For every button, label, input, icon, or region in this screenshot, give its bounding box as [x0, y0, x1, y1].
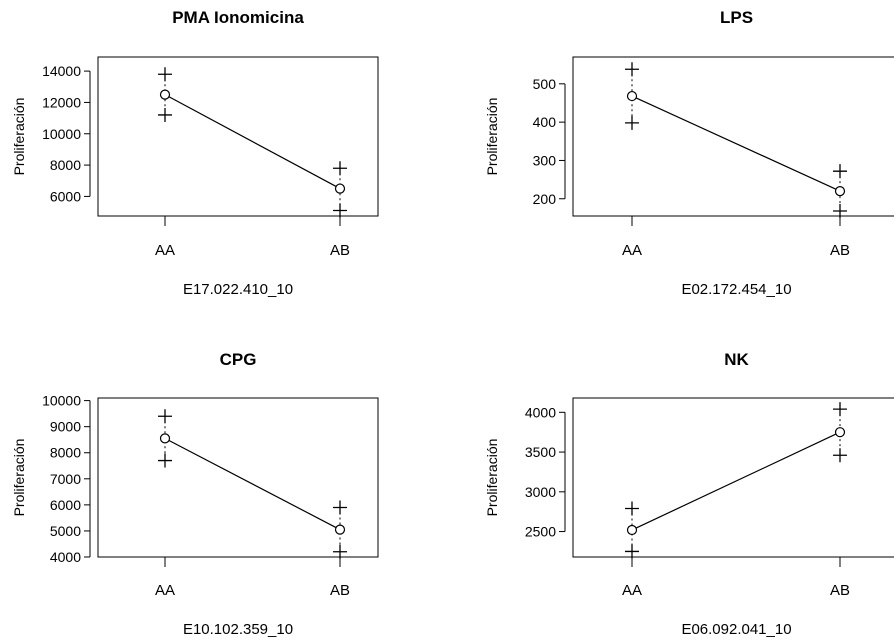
mean-point: [159, 433, 171, 444]
y-tick-label: 10000: [42, 393, 81, 409]
lower-point: [158, 107, 172, 122]
panel-title: NK: [724, 350, 749, 369]
y-tick-label: 200: [533, 191, 557, 207]
x-category-label: AB: [330, 582, 350, 599]
upper-point: [333, 500, 347, 515]
y-tick-label: 400: [533, 114, 557, 130]
plot-box: [97, 397, 379, 558]
mean-line: [635, 433, 837, 529]
x-category-label: AA: [622, 582, 642, 599]
lower-point: [158, 453, 172, 468]
y-axis-label: Proliferación: [11, 439, 27, 517]
plot-box: [572, 56, 894, 217]
y-tick-label: 5000: [50, 523, 81, 539]
y-tick-label: 6000: [50, 497, 81, 513]
mean-point: [334, 524, 346, 535]
x-category-label: AB: [830, 582, 850, 599]
y-tick-label: 10000: [42, 126, 81, 142]
panel-title: LPS: [720, 8, 753, 27]
y-tick-label: 9000: [50, 419, 81, 435]
upper-point: [833, 402, 847, 417]
upper-point: [333, 161, 347, 176]
y-tick-label: 12000: [42, 94, 81, 110]
x-category-label: AA: [155, 582, 175, 599]
mean-point: [159, 89, 171, 100]
x-category-label: AB: [330, 242, 350, 259]
x-category-label: AA: [155, 242, 175, 259]
y-tick-label: 6000: [50, 188, 81, 204]
y-tick-label: 4000: [525, 404, 556, 420]
x-category-label: AA: [622, 242, 642, 259]
upper-point: [158, 67, 172, 82]
lower-point: [333, 203, 347, 218]
y-tick-label: 3500: [525, 444, 556, 460]
plot-box: [97, 56, 379, 217]
mean-line: [168, 96, 337, 187]
y-tick-label: 8000: [50, 445, 81, 461]
y-axis-label: Proliferación: [11, 98, 27, 176]
y-tick-label: 8000: [50, 157, 81, 173]
mean-point: [626, 90, 638, 102]
panel-title: PMA Ionomicina: [172, 8, 304, 27]
x-axis-label: E06.092.041_10: [681, 621, 791, 638]
lower-point: [625, 115, 639, 130]
x-axis-label: E10.102.359_10: [183, 621, 293, 638]
y-axis-label: Proliferación: [484, 98, 500, 176]
x-category-label: AB: [830, 242, 850, 259]
mean-line: [168, 439, 337, 529]
y-tick-label: 4000: [50, 549, 81, 565]
upper-point: [625, 501, 639, 516]
x-axis-label: E02.172.454_10: [681, 281, 791, 298]
mean-line: [635, 97, 837, 190]
lower-point: [833, 204, 847, 219]
plot-box: [572, 397, 894, 558]
x-axis-label: E17.022.410_10: [183, 281, 293, 298]
upper-point: [625, 62, 639, 77]
lower-point: [833, 448, 847, 463]
y-tick-label: 500: [533, 76, 557, 92]
panel-title: CPG: [220, 350, 257, 369]
lower-point: [333, 544, 347, 559]
y-tick-label: 300: [533, 152, 557, 168]
y-tick-label: 3000: [525, 484, 556, 500]
mean-point: [626, 524, 638, 536]
y-axis-label: Proliferación: [484, 439, 500, 517]
upper-point: [833, 164, 847, 179]
mean-point: [834, 427, 846, 438]
mean-point: [334, 183, 346, 194]
y-tick-label: 7000: [50, 471, 81, 487]
y-tick-label: 2500: [525, 524, 556, 540]
upper-point: [158, 409, 172, 424]
y-tick-label: 14000: [42, 63, 81, 79]
mean-point: [834, 185, 846, 197]
lower-point: [625, 544, 639, 559]
